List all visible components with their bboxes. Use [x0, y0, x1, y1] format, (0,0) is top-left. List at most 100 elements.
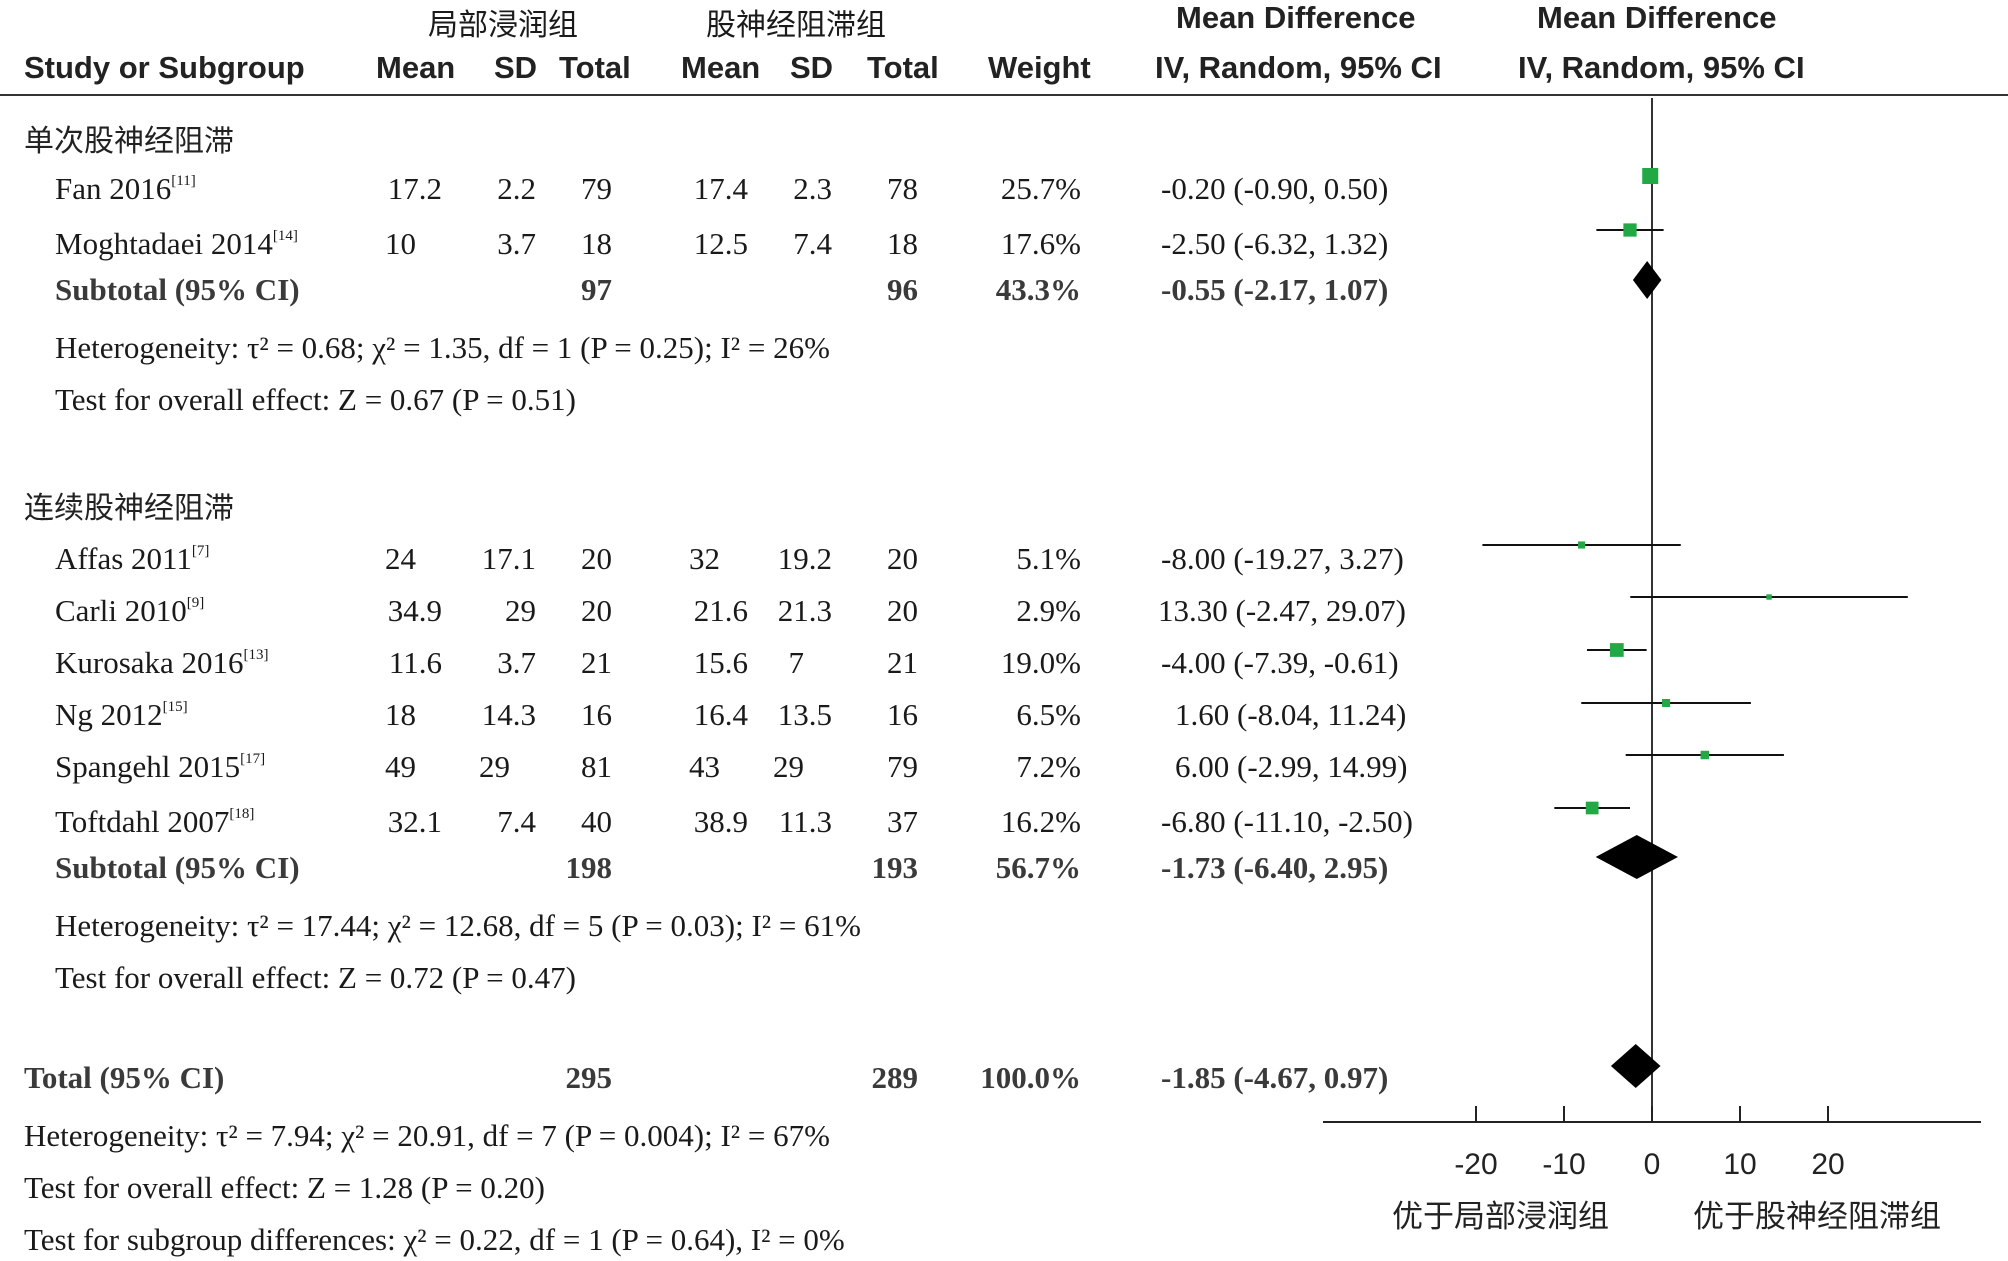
subtotal-weight: 56.7% [995, 850, 1081, 885]
mean1-header: Mean [376, 50, 456, 85]
mean1-value: 34.9 [387, 593, 442, 628]
subtotal-diamond [1632, 261, 1662, 299]
x-tick-label: -20 [1454, 1148, 1497, 1181]
mean2-value: 32 [689, 541, 720, 576]
ci-value: -0.20 (-0.90, 0.50) [1161, 171, 1389, 206]
sd1-value: 3.7 [497, 645, 536, 680]
study-name: Kurosaka 2016[13] [55, 645, 269, 680]
mean2-value: 43 [689, 749, 720, 784]
mean1-value: 24 [385, 541, 416, 576]
subtotal-total2: 96 [887, 272, 918, 307]
total1-value: 40 [581, 804, 612, 839]
weight-value: 6.5% [1016, 697, 1081, 732]
overall-effect-text: Test for overall effect: Z = 0.67 (P = 0… [55, 382, 576, 417]
heterogeneity-text: Heterogeneity: τ² = 17.44; χ² = 12.68, d… [55, 908, 861, 943]
total2-value: 79 [887, 749, 918, 784]
sd2-header: SD [790, 50, 834, 85]
sd2-value: 7 [788, 645, 805, 680]
total2-value: 20 [887, 541, 918, 576]
x-label-right: 优于股神经阻滞组 [1693, 1199, 1941, 1235]
sd1-value: 17.1 [481, 541, 536, 576]
weight-value: 17.6% [1000, 226, 1081, 261]
study-name: Carli 2010[9] [55, 593, 205, 628]
sd2-value: 13.5 [777, 697, 832, 732]
x-label-left: 优于局部浸润组 [1392, 1199, 1609, 1235]
sd2-value: 7.4 [793, 226, 832, 261]
sd1-value: 3.7 [497, 226, 536, 261]
total1-value: 18 [581, 226, 612, 261]
ci-value: -4.00 (-7.39, -0.61) [1161, 645, 1399, 680]
sd1-value: 29 [479, 749, 510, 784]
study-name: Moghtadaei 2014[14] [55, 226, 298, 261]
sd1-value: 2.2 [497, 171, 536, 206]
weight-header: Weight [988, 50, 1091, 85]
total-total2: 289 [871, 1060, 919, 1095]
total-diamond [1610, 1044, 1661, 1088]
total1-value: 16 [581, 697, 612, 732]
md-method-plot-header: IV, Random, 95% CI [1518, 50, 1805, 85]
mean2-value: 21.6 [693, 593, 748, 628]
heterogeneity-text: Heterogeneity: τ² = 0.68; χ² = 1.35, df … [55, 330, 830, 365]
total2-value: 16 [887, 697, 918, 732]
forest-marks [1482, 168, 1908, 1088]
total1-value: 20 [581, 593, 612, 628]
mean2-value: 15.6 [693, 645, 748, 680]
total2-header: Total [867, 50, 939, 85]
study-marker [1700, 750, 1710, 760]
group2-header: 股神经阻滞组 [706, 9, 886, 42]
mean2-value: 12.5 [693, 226, 748, 261]
mean1-value: 17.2 [387, 171, 442, 206]
study-marker [1609, 643, 1624, 657]
study-marker [1585, 801, 1599, 815]
x-tick-label: -10 [1542, 1148, 1585, 1181]
total2-value: 37 [887, 804, 918, 839]
sd2-value: 11.3 [778, 804, 832, 839]
overall-effect-text: Test for overall effect: Z = 0.72 (P = 0… [55, 960, 576, 995]
study-marker [1623, 223, 1637, 237]
subtotal-weight: 43.3% [995, 272, 1081, 307]
x-tick-label: 10 [1723, 1148, 1756, 1181]
sd1-value: 14.3 [481, 697, 536, 732]
weight-value: 7.2% [1016, 749, 1081, 784]
subgroup-title: 单次股神经阻滞 [24, 124, 234, 159]
total-overall-effect-text: Test for overall effect: Z = 1.28 (P = 0… [24, 1170, 545, 1205]
ci-value: -6.80 (-11.10, -2.50) [1161, 804, 1413, 839]
sd1-header: SD [494, 50, 538, 85]
study-marker [1766, 594, 1772, 600]
mean1-value: 32.1 [387, 804, 442, 839]
weight-value: 2.9% [1016, 593, 1081, 628]
study-marker [1578, 541, 1586, 549]
subtotal-label: Subtotal (95% CI) [55, 272, 300, 307]
total1-value: 81 [581, 749, 612, 784]
md-title-plot-header: Mean Difference [1537, 0, 1777, 35]
subtotal-ci: -1.73 (-6.40, 2.95) [1161, 850, 1389, 885]
sd1-value: 29 [505, 593, 536, 628]
subgroup-differences-text: Test for subgroup differences: χ² = 0.22… [24, 1222, 845, 1257]
md-method-header: IV, Random, 95% CI [1155, 50, 1442, 85]
mean2-value: 16.4 [693, 697, 748, 732]
weight-value: 5.1% [1016, 541, 1081, 576]
mean2-value: 17.4 [693, 171, 748, 206]
total1-value: 21 [581, 645, 612, 680]
subtotal-label: Subtotal (95% CI) [55, 850, 300, 885]
total1-value: 20 [581, 541, 612, 576]
sd2-value: 2.3 [793, 171, 832, 206]
mean1-value: 18 [385, 697, 416, 732]
subtotal-total1: 198 [565, 850, 613, 885]
subtotal-total1: 97 [581, 272, 612, 307]
weight-value: 19.0% [1000, 645, 1081, 680]
x-tick-label: 20 [1811, 1148, 1844, 1181]
total2-value: 21 [887, 645, 918, 680]
md-title-header: Mean Difference [1176, 0, 1416, 35]
subtotal-total2: 193 [871, 850, 919, 885]
subtotal-diamond [1595, 835, 1678, 879]
mean2-value: 38.9 [693, 804, 748, 839]
study-name: Affas 2011[7] [55, 541, 210, 576]
total-label: Total (95% CI) [24, 1060, 225, 1095]
sd2-value: 21.3 [777, 593, 832, 628]
study-col-header: Study or Subgroup [24, 50, 305, 85]
total2-value: 78 [887, 171, 918, 206]
sd1-value: 7.4 [497, 804, 536, 839]
study-name: Ng 2012[15] [55, 697, 188, 732]
